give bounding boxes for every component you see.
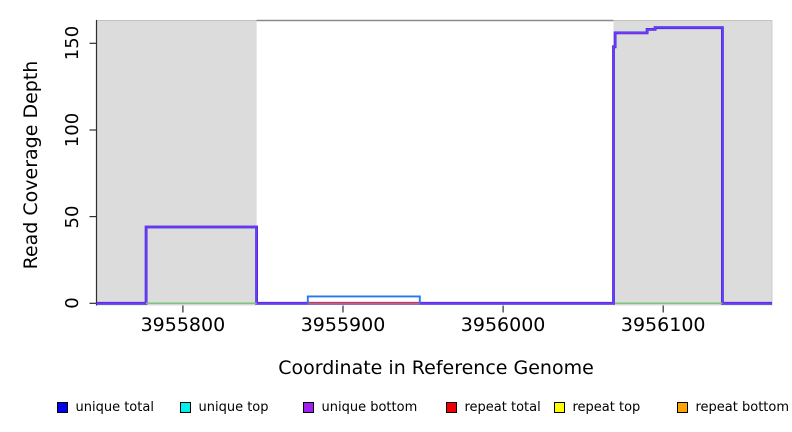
legend-item: repeat total — [445, 400, 541, 415]
legend-item: repeat top — [553, 400, 641, 415]
x-tick-label: 3955800 — [140, 314, 226, 336]
y-tick-label: 0 — [62, 297, 83, 310]
legend-swatch-icon — [676, 402, 688, 413]
masked-region — [613, 20, 772, 306]
x-tick-label: 3956000 — [460, 314, 546, 336]
legend-label: unique bottom — [321, 400, 418, 415]
legend-label: unique total — [75, 400, 154, 415]
legend-swatch-icon — [553, 402, 565, 413]
legend-label: repeat total — [464, 400, 541, 415]
legend-swatch-icon — [179, 402, 191, 413]
y-tick-label: 150 — [62, 26, 83, 61]
x-axis-title: Coordinate in Reference Genome — [278, 357, 594, 379]
x-tick-label: 3955900 — [300, 314, 386, 336]
legend-swatch-icon — [302, 402, 314, 413]
series-unique-bottom — [96, 26, 772, 305]
masked-region — [96, 20, 257, 306]
legend-item: unique bottom — [302, 400, 418, 415]
y-tick-label: 50 — [62, 205, 83, 229]
y-axis-title: Read Coverage Depth — [20, 60, 42, 270]
legend-item: repeat bottom — [676, 400, 790, 415]
legend-label: repeat bottom — [695, 400, 790, 415]
y-tick-label: 100 — [62, 112, 83, 148]
x-tick-label: 3956100 — [620, 314, 706, 336]
legend-swatch-icon — [445, 402, 457, 413]
legend-label: unique top — [198, 400, 269, 415]
legend-item: unique total — [56, 400, 154, 415]
legend-swatch-icon — [56, 402, 68, 413]
series-unique-total-small-peak — [306, 295, 421, 304]
legend-item: unique top — [179, 400, 269, 415]
legend-label: repeat top — [572, 400, 641, 415]
